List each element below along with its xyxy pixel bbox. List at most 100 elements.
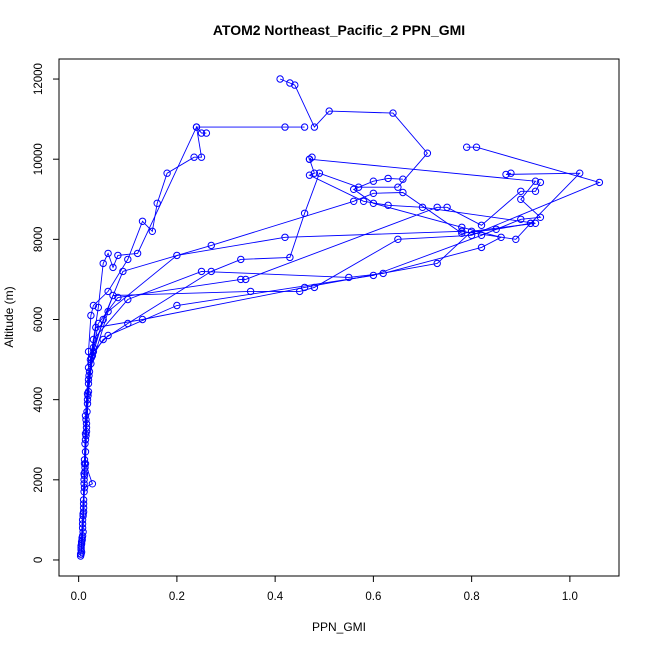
data-point bbox=[300, 283, 309, 292]
data-point bbox=[109, 263, 117, 272]
data-point bbox=[458, 229, 466, 238]
data-point bbox=[190, 153, 198, 161]
y-tick-label: 6000 bbox=[33, 307, 45, 333]
data-point bbox=[197, 153, 206, 161]
data-point bbox=[308, 153, 316, 161]
data-point bbox=[310, 283, 319, 292]
data-point bbox=[148, 227, 157, 236]
data-point bbox=[281, 123, 289, 131]
data-point bbox=[369, 177, 378, 185]
x-axis: 0.0 0.2 0.4 0.6 0.8 1.0 bbox=[71, 575, 578, 603]
data-point bbox=[237, 275, 245, 284]
data-point bbox=[354, 183, 363, 191]
y-tick-label: 12000 bbox=[33, 63, 45, 95]
data-point bbox=[467, 231, 476, 240]
data-point bbox=[305, 155, 314, 163]
data-point bbox=[81, 430, 90, 438]
data-point bbox=[104, 307, 112, 316]
data-point bbox=[173, 251, 181, 260]
series-layer bbox=[76, 75, 604, 560]
data-point bbox=[79, 510, 87, 518]
data-point bbox=[81, 412, 90, 420]
data-point bbox=[477, 231, 486, 240]
data-point bbox=[291, 81, 299, 89]
data-point bbox=[423, 149, 432, 157]
data-point bbox=[99, 335, 107, 344]
data-point bbox=[399, 175, 407, 183]
data-point bbox=[99, 259, 107, 268]
y-axis: 0 2000 4000 6000 8000 10000 12000 bbox=[33, 63, 59, 563]
data-point bbox=[384, 174, 392, 183]
data-point bbox=[472, 143, 481, 151]
data-point bbox=[315, 169, 324, 177]
data-point bbox=[242, 275, 250, 284]
data-point bbox=[300, 209, 309, 218]
data-point bbox=[443, 203, 451, 212]
data-point bbox=[477, 221, 486, 230]
series-10 bbox=[77, 75, 432, 546]
data-point bbox=[458, 227, 466, 236]
data-point bbox=[77, 542, 85, 550]
data-point bbox=[286, 79, 294, 87]
y-tick-label: 0 bbox=[33, 557, 45, 563]
data-point bbox=[207, 267, 216, 276]
series-line bbox=[81, 78, 428, 542]
data-point bbox=[300, 123, 309, 131]
data-point bbox=[345, 273, 353, 282]
data-point bbox=[153, 199, 161, 208]
data-point bbox=[394, 183, 402, 191]
data-point bbox=[492, 225, 500, 234]
data-point bbox=[124, 255, 132, 264]
data-point bbox=[531, 177, 540, 185]
data-point bbox=[512, 235, 520, 244]
data-point bbox=[77, 538, 86, 546]
data-point bbox=[163, 169, 171, 177]
data-point bbox=[394, 235, 402, 244]
x-tick-label: 1.0 bbox=[562, 591, 578, 603]
y-tick-label: 8000 bbox=[33, 227, 45, 253]
x-tick-label: 0.0 bbox=[71, 591, 87, 603]
data-point bbox=[94, 303, 103, 312]
data-point bbox=[350, 185, 358, 194]
data-point bbox=[114, 293, 122, 302]
data-point bbox=[477, 243, 486, 252]
data-point bbox=[237, 255, 245, 264]
data-point bbox=[467, 227, 476, 236]
data-point bbox=[286, 253, 294, 262]
data-point bbox=[418, 203, 427, 212]
y-tick-label: 4000 bbox=[33, 387, 45, 413]
data-point bbox=[124, 319, 132, 328]
data-point bbox=[310, 123, 319, 131]
data-point bbox=[433, 259, 441, 268]
data-point bbox=[197, 267, 206, 276]
chart-title: ATOM2 Northeast_Pacific_2 PPN_GMI bbox=[213, 22, 465, 38]
data-point bbox=[310, 169, 319, 177]
data-point bbox=[83, 389, 92, 398]
data-point bbox=[276, 75, 284, 83]
data-point bbox=[531, 219, 540, 228]
data-point bbox=[526, 219, 535, 228]
data-point bbox=[87, 311, 95, 320]
data-point bbox=[114, 251, 122, 260]
data-point bbox=[359, 197, 368, 206]
data-point bbox=[197, 129, 206, 137]
data-point bbox=[84, 363, 93, 372]
data-point bbox=[89, 301, 98, 310]
y-axis-label: Altitude (m) bbox=[2, 286, 16, 347]
y-tick-label: 10000 bbox=[33, 143, 45, 175]
data-point bbox=[104, 331, 112, 340]
data-point bbox=[94, 319, 103, 328]
data-point bbox=[384, 201, 392, 210]
data-point bbox=[389, 109, 397, 117]
data-point bbox=[133, 249, 142, 258]
x-tick-label: 0.2 bbox=[169, 591, 185, 603]
data-point bbox=[173, 301, 181, 310]
data-point bbox=[536, 213, 545, 222]
data-point bbox=[517, 195, 525, 204]
data-point bbox=[207, 241, 216, 250]
x-axis-label: PPN_GMI bbox=[312, 620, 366, 634]
data-point bbox=[517, 215, 525, 224]
data-point bbox=[369, 189, 378, 198]
data-point bbox=[502, 170, 510, 179]
